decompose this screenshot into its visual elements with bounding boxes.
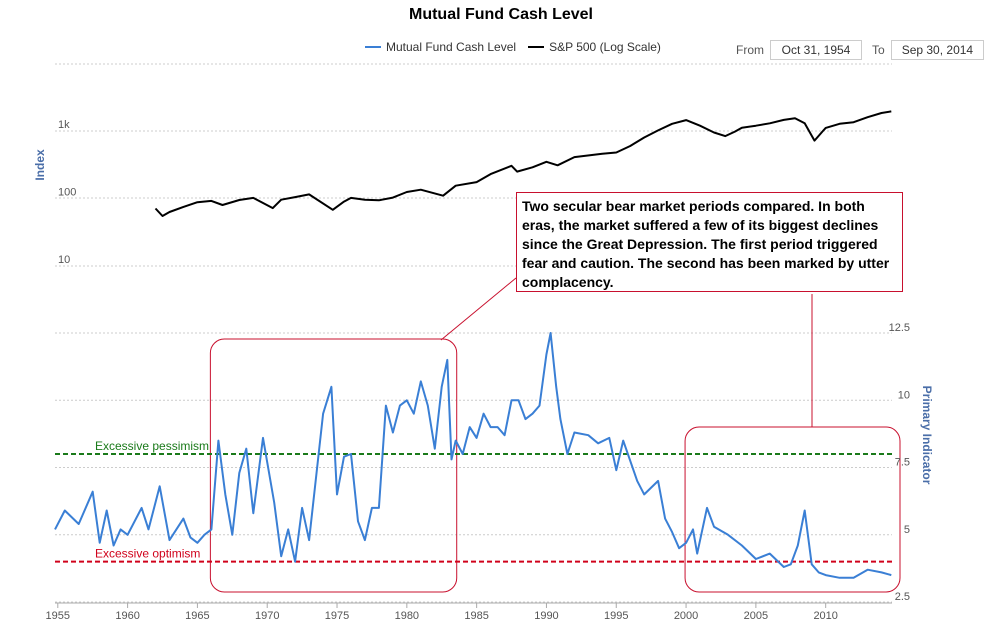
chart-title: Mutual Fund Cash Level bbox=[408, 6, 593, 23]
x-tick-label: 2000 bbox=[674, 610, 698, 622]
to-label: To bbox=[872, 43, 885, 57]
x-tick-label: 1965 bbox=[185, 610, 209, 622]
legend-item-cash-level[interactable]: Mutual Fund Cash Level bbox=[365, 40, 516, 54]
primary-tick-label: 10 bbox=[898, 389, 910, 401]
legend-line-black-icon bbox=[528, 46, 545, 48]
index-tick-label: 100 bbox=[58, 187, 76, 199]
legend-label-sp500: S&P 500 (Log Scale) bbox=[549, 40, 661, 54]
sp500-line bbox=[154, 110, 892, 217]
primary-tick-label: 5 bbox=[904, 524, 910, 536]
reference-line-label: Excessive pessimism bbox=[95, 439, 209, 453]
legend: Mutual Fund Cash Level S&P 500 (Log Scal… bbox=[365, 40, 661, 54]
x-tick-label: 1985 bbox=[464, 610, 488, 622]
cash-level-line bbox=[54, 332, 892, 579]
series-lines bbox=[54, 110, 892, 579]
annotation-callout-line bbox=[440, 277, 517, 341]
x-tick-label: 1990 bbox=[534, 610, 558, 622]
primary-tick-label: 7.5 bbox=[895, 457, 910, 469]
x-tick-label: 1970 bbox=[255, 610, 279, 622]
x-tick-label: 1980 bbox=[395, 610, 419, 622]
annotation-box: Two secular bear market periods compared… bbox=[516, 192, 903, 292]
x-tick-label: 1955 bbox=[46, 610, 70, 622]
x-tick-label: 2005 bbox=[744, 610, 768, 622]
index-tick-label: 1k bbox=[58, 119, 70, 131]
primary-axis-label: Primary Indicator bbox=[920, 386, 934, 485]
x-tick-label: 2010 bbox=[813, 610, 837, 622]
from-label: From bbox=[736, 43, 764, 57]
highlight-period-box bbox=[209, 338, 458, 593]
x-tick-label: 1995 bbox=[604, 610, 628, 622]
x-tick-label: 1960 bbox=[115, 610, 139, 622]
legend-line-blue-icon bbox=[365, 46, 381, 48]
highlight-period-box bbox=[684, 426, 901, 593]
reference-lines: Excessive pessimism Excessive optimism bbox=[55, 439, 892, 563]
to-date-input[interactable]: Sep 30, 2014 bbox=[890, 40, 985, 60]
index-axis-label: Index bbox=[33, 149, 47, 181]
index-tick-label: 10 bbox=[58, 254, 70, 266]
reference-line-label: Excessive optimism bbox=[95, 547, 200, 561]
primary-tick-label: 12.5 bbox=[889, 322, 910, 334]
legend-item-sp500[interactable]: S&P 500 (Log Scale) bbox=[528, 40, 661, 54]
primary-tick-label: 2.5 bbox=[895, 591, 910, 603]
x-tick-label: 1975 bbox=[325, 610, 349, 622]
from-date-input[interactable]: Oct 31, 1954 bbox=[770, 40, 862, 60]
date-range-selector: From Oct 31, 1954 To Sep 30, 2014 bbox=[736, 40, 994, 60]
legend-label-cash-level: Mutual Fund Cash Level bbox=[386, 40, 517, 54]
highlight-periods bbox=[209, 338, 901, 593]
axes: 1k 100 10 Index 12.5 10 7.5 5 2.5 Primary Indicat… bbox=[33, 119, 934, 622]
